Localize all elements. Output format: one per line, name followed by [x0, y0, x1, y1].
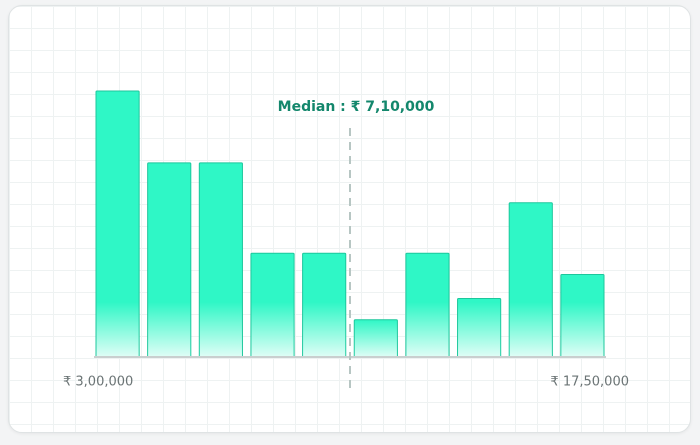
- max-label: ₹ 17,50,000: [550, 375, 629, 390]
- bar-fade: [509, 302, 552, 357]
- min-label: ₹ 3,00,000: [63, 375, 133, 390]
- bar-fade: [199, 302, 242, 357]
- bar-fade: [561, 302, 604, 357]
- bar-fade: [458, 302, 501, 357]
- bar-fade: [251, 302, 294, 357]
- bar-fade: [303, 302, 346, 357]
- bar-fade: [354, 319, 397, 357]
- median-label: Median : ₹ 7,10,000: [278, 99, 435, 115]
- bar-fade: [148, 302, 191, 357]
- bar-fade: [96, 302, 139, 357]
- bar-fade: [406, 302, 449, 357]
